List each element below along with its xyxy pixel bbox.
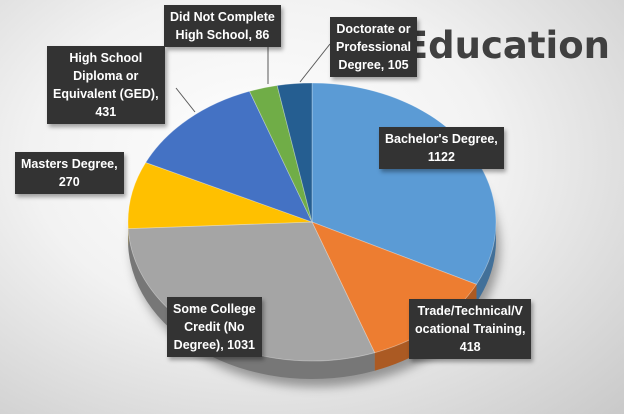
data-label-line: Masters Degree, (21, 157, 118, 171)
pie-slice-did-not-complete-high-school (248, 85, 313, 223)
pie-slice-masters-degree (127, 162, 313, 230)
data-label-some-college-credit-no-degree: Some College Credit (No Degree), 1031 (167, 297, 262, 357)
data-label-line: Professional (336, 40, 412, 54)
data-label-line: 1122 (427, 150, 455, 164)
data-label-line: Bachelor's Degree, (385, 132, 498, 146)
data-label-doctorate-or-professional-degree: Doctorate or Professional Degree, 105 (330, 17, 418, 77)
data-label-bachelor-s-degree: Bachelor's Degree, 1122 (379, 127, 504, 169)
data-label-line: 270 (58, 175, 80, 189)
data-label-line: Trade/Technical/V (417, 304, 523, 318)
data-label-high-school-diploma-or-equivalent-ged: High School Diploma or Equivalent (GED), 43… (47, 46, 165, 124)
data-label-line: Equivalent (GED), (53, 87, 159, 101)
data-label-did-not-complete-high-school: Did Not Complete High School, 86 (164, 5, 281, 47)
pie-slice-doctorate-or-professional-degree (276, 82, 313, 223)
data-label-line: Degree), 1031 (173, 338, 255, 352)
data-label-masters-degree: Masters Degree, 270 (15, 152, 124, 194)
data-label-line: ocational Training, (415, 322, 526, 336)
data-label-trade-technical-vocational-training: Trade/Technical/V ocational Training, 418 (409, 299, 532, 359)
data-label-line: High School, 86 (175, 28, 270, 42)
pie-side-bachelor-s-degree (476, 222, 496, 303)
pie-side-trade-technical-vocational-training (374, 284, 477, 371)
data-label-line: Did Not Complete (170, 10, 275, 24)
data-label-line: Diploma or (73, 69, 139, 83)
data-label-line: Doctorate or (336, 22, 411, 36)
data-label-line: 431 (95, 105, 117, 119)
leader-line (299, 43, 331, 83)
data-label-line: 418 (459, 340, 481, 354)
data-label-line: Some College (173, 302, 256, 316)
leader-line (175, 87, 196, 113)
data-label-line: High School (69, 51, 143, 65)
data-label-line: Degree, 105 (338, 58, 409, 72)
pie-slice-high-school-diploma-or-equivalent-ged (145, 90, 313, 223)
chart-title: Education (402, 24, 610, 67)
data-label-line: Credit (No (184, 320, 245, 334)
